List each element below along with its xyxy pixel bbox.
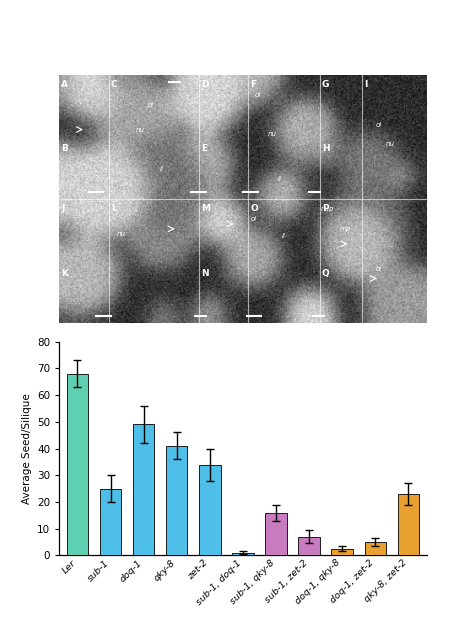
Text: mp: mp [340, 226, 351, 232]
Text: C: C [110, 80, 117, 89]
Text: Q: Q [322, 268, 329, 278]
Text: P: P [322, 204, 328, 213]
Text: L: L [110, 204, 117, 213]
Text: A: A [61, 80, 68, 89]
Text: N: N [201, 268, 208, 278]
Text: E: E [201, 144, 207, 154]
Text: M: M [201, 204, 210, 213]
Text: nu: nu [117, 231, 126, 237]
Bar [199, 464, 220, 555]
Bar [331, 548, 353, 555]
Text: H: H [322, 144, 329, 154]
Text: O: O [250, 204, 258, 213]
Text: I: I [364, 80, 367, 89]
Y-axis label: Average Seed/Silique: Average Seed/Silique [21, 393, 32, 504]
Text: ii: ii [278, 176, 282, 182]
Text: nu: nu [385, 142, 394, 147]
Text: G: G [322, 80, 329, 89]
Text: oi: oi [148, 102, 154, 108]
Text: D: D [201, 80, 208, 89]
Text: oi: oi [251, 216, 257, 222]
Bar [67, 374, 88, 555]
Text: F: F [250, 80, 256, 89]
Text: nu: nu [268, 132, 277, 137]
Bar [298, 537, 320, 555]
Text: oi: oi [376, 266, 382, 271]
Bar [133, 424, 155, 555]
Bar [100, 489, 121, 555]
Text: nup: nup [321, 206, 334, 212]
Bar [166, 446, 188, 555]
Bar [232, 553, 254, 555]
Text: J: J [61, 204, 64, 213]
Text: oi: oi [255, 92, 261, 98]
Bar [398, 494, 419, 555]
Text: ii: ii [282, 233, 285, 239]
Text: nu: nu [136, 127, 145, 132]
Bar [365, 542, 386, 555]
Text: ii: ii [160, 166, 164, 172]
Bar [265, 513, 287, 555]
Text: oi: oi [376, 122, 382, 127]
Text: B: B [61, 144, 68, 154]
Text: K: K [61, 268, 68, 278]
